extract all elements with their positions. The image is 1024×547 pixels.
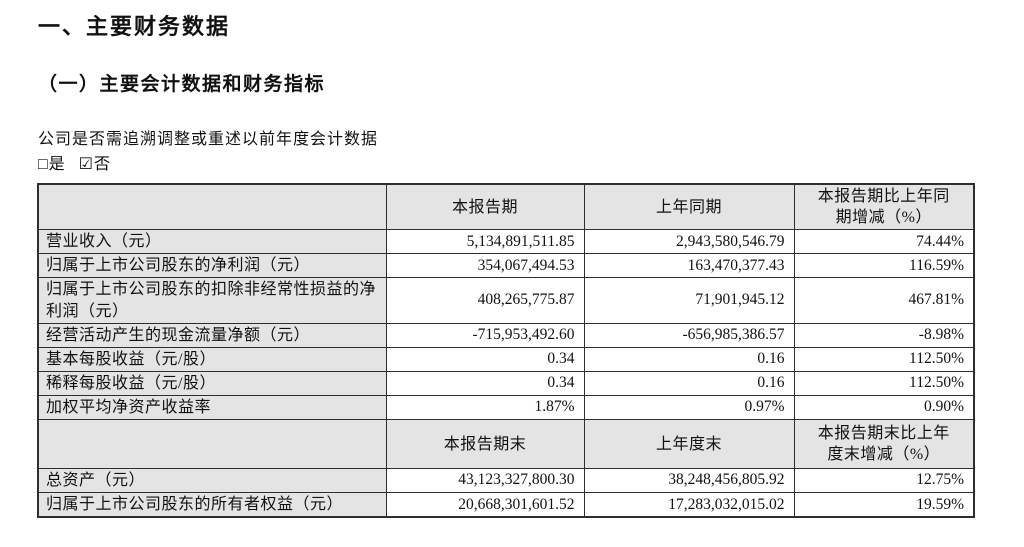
col-header-prior-period: 上年同期	[583, 183, 795, 231]
change-value-cell: 112.50%	[793, 370, 975, 396]
row-label-cell: 总资产（元）	[37, 468, 387, 494]
row-label-cell: 归属于上市公司股东的扣除非经常性损益的净利润（元）	[37, 277, 387, 324]
col-header-prior-year-end: 上年度末	[583, 419, 795, 470]
col-header-current-period-end: 本报告期末	[385, 419, 585, 470]
table-row: 加权平均净资产收益率 1.87% 0.97% 0.90%	[37, 394, 975, 421]
restatement-answer: □是 ☑否	[38, 154, 1024, 175]
checkbox-yes: □是	[38, 156, 66, 173]
financial-table: 本报告期 上年同期 本报告期比上年同期增减（%） 营业收入（元） 5,134,8…	[37, 183, 975, 519]
table-row: 归属于上市公司股东的所有者权益（元） 20,668,301,601.52 17,…	[37, 492, 975, 518]
current-value-cell: 1.87%	[385, 394, 585, 421]
prior-value-cell: 0.16	[583, 370, 795, 396]
prior-value-cell: -656,985,386.57	[583, 322, 795, 348]
current-value-cell: 354,067,494.53	[385, 253, 585, 279]
row-label-cell: 稀释每股收益（元/股）	[37, 370, 387, 396]
endpoint-header-row: 本报告期末 上年度末 本报告期末比上年度末增减（%）	[37, 419, 975, 470]
col-header-period-change: 本报告期比上年同期增减（%）	[793, 183, 975, 231]
prior-value-cell: 163,470,377.43	[583, 253, 795, 279]
prior-value-cell: 2,943,580,546.79	[583, 229, 795, 255]
table-row: 稀释每股收益（元/股） 0.34 0.16 112.50%	[37, 370, 975, 396]
table-row: 经营活动产生的现金流量净额（元） -715,953,492.60 -656,98…	[37, 322, 975, 348]
table-row: 归属于上市公司股东的净利润（元） 354,067,494.53 163,470,…	[37, 253, 975, 279]
change-value-cell: -8.98%	[793, 322, 975, 348]
checkbox-no: ☑否	[78, 156, 112, 173]
change-value-cell: 467.81%	[793, 277, 975, 324]
change-value-cell: 112.50%	[793, 346, 975, 372]
table-row: 归属于上市公司股东的扣除非经常性损益的净利润（元） 408,265,775.87…	[37, 277, 975, 324]
table-row: 总资产（元） 43,123,327,800.30 38,248,456,805.…	[37, 468, 975, 494]
row-label-cell: 基本每股收益（元/股）	[37, 346, 387, 372]
prior-value-cell: 38,248,456,805.92	[583, 468, 795, 494]
current-value-cell: 0.34	[385, 346, 585, 372]
current-value-cell: 408,265,775.87	[385, 277, 585, 324]
row-label-cell: 加权平均净资产收益率	[37, 394, 387, 421]
table-row: 基本每股收益（元/股） 0.34 0.16 112.50%	[37, 346, 975, 372]
current-value-cell: 5,134,891,511.85	[385, 229, 585, 255]
table-row: 营业收入（元） 5,134,891,511.85 2,943,580,546.7…	[37, 229, 975, 255]
row-label-cell: 经营活动产生的现金流量净额（元）	[37, 322, 387, 348]
change-value-cell: 0.90%	[793, 394, 975, 421]
col-header-end-change: 本报告期末比上年度末增减（%）	[793, 419, 975, 470]
prior-value-cell: 0.97%	[583, 394, 795, 421]
restatement-question: 公司是否需追溯调整或重述以前年度会计数据	[38, 131, 379, 148]
row-label-cell: 营业收入（元）	[37, 229, 387, 255]
row-label-cell: 归属于上市公司股东的净利润（元）	[37, 253, 387, 279]
empty-header-cell	[37, 183, 387, 231]
current-value-cell: -715,953,492.60	[385, 322, 585, 348]
prior-value-cell: 17,283,032,015.02	[583, 492, 795, 518]
subsection-title: （一）主要会计数据和财务指标	[38, 74, 326, 95]
change-value-cell: 19.59%	[793, 492, 975, 518]
current-value-cell: 20,668,301,601.52	[385, 492, 585, 518]
prior-value-cell: 0.16	[583, 346, 795, 372]
current-value-cell: 43,123,327,800.30	[385, 468, 585, 494]
change-value-cell: 116.59%	[793, 253, 975, 279]
prior-value-cell: 71,901,945.12	[583, 277, 795, 324]
current-value-cell: 0.34	[385, 370, 585, 396]
section-title: 一、主要财务数据	[38, 14, 231, 39]
col-header-current-period: 本报告期	[385, 183, 585, 231]
change-value-cell: 74.44%	[793, 229, 975, 255]
period-header-row: 本报告期 上年同期 本报告期比上年同期增减（%）	[37, 183, 975, 231]
change-value-cell: 12.75%	[793, 468, 975, 494]
empty-header-cell	[37, 419, 387, 470]
row-label-cell: 归属于上市公司股东的所有者权益（元）	[37, 492, 387, 518]
